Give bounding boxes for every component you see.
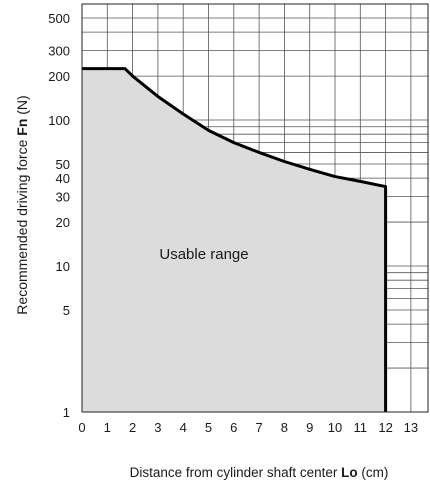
y-axis-label: Recommended driving force Fn (N): [14, 95, 30, 314]
x-tick-label: 6: [230, 420, 237, 435]
text-layer: 0 1 2 3 4 5 6 7 8 9 10 11 12 131510203040501002003005…: [14, 11, 418, 480]
boundary-curve: [82, 67, 388, 412]
x-tick-label: 13: [404, 420, 418, 435]
y-tick-label: 300: [48, 43, 70, 58]
x-tick-label: 3: [154, 420, 161, 435]
x-tick-label: 10: [328, 420, 342, 435]
y-tick-label: 10: [56, 259, 70, 274]
x-tick-label: 9: [306, 420, 313, 435]
axis-layer: [81, 3, 429, 413]
x-tick-label: 11: [354, 420, 368, 435]
area-layer: [82, 68, 386, 413]
y-tick-label: 40: [56, 171, 70, 186]
y-tick-label: 200: [48, 69, 70, 84]
y-tick-label: 20: [56, 215, 70, 230]
x-tick-label: 4: [180, 420, 187, 435]
x-tick-label: 1: [104, 420, 111, 435]
y-tick-label: 100: [48, 113, 70, 128]
usable-range-label: Usable range: [159, 246, 248, 263]
y-tick-label: 1: [63, 405, 70, 420]
y-tick-label: 30: [56, 189, 70, 204]
x-axis-label: Distance from cylinder shaft center Lo (…: [130, 465, 389, 480]
usable-range-area: [82, 68, 386, 413]
x-tick-label: 7: [255, 420, 262, 435]
y-tick-label: 500: [48, 11, 70, 26]
x-tick-label: 8: [281, 420, 288, 435]
line-layer: [82, 67, 388, 412]
x-tick-label: 12: [378, 420, 392, 435]
y-tick-label: 5: [63, 303, 70, 318]
x-tick-label: 0: [78, 420, 85, 435]
x-tick-label: 5: [205, 420, 212, 435]
y-tick-label: 50: [56, 157, 70, 172]
x-tick-label: 2: [129, 420, 136, 435]
plot-frame: [81, 3, 429, 413]
